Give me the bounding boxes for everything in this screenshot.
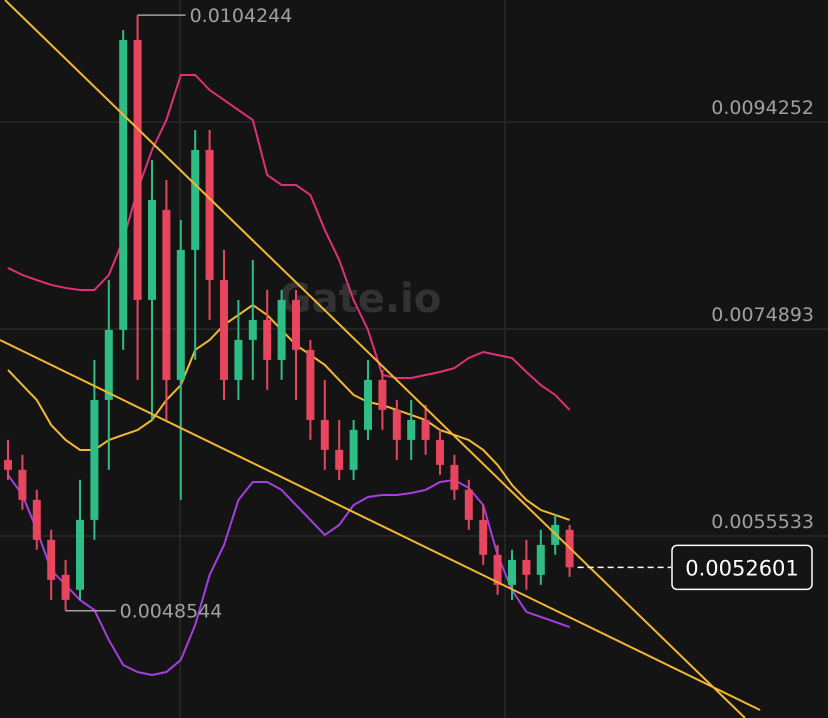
candle-body — [392, 409, 401, 440]
candle-body — [522, 559, 531, 575]
candle-body — [464, 489, 473, 520]
candle-body — [292, 299, 300, 350]
candle-body — [47, 539, 56, 580]
candle-body — [421, 419, 430, 440]
candle-body — [508, 559, 516, 585]
candle-body — [378, 379, 387, 410]
candle-body — [104, 329, 113, 400]
trendline — [4, 0, 746, 718]
candle-body — [335, 449, 344, 470]
candle-body — [234, 339, 243, 380]
labels: 0.0104244 0.0048544 0.0052601 — [65, 5, 813, 623]
band-line — [7, 73, 571, 411]
candle-body — [162, 209, 171, 380]
candle-body — [32, 499, 41, 540]
price-label: 0.0052601 — [685, 556, 799, 580]
candle-body — [450, 464, 459, 490]
candle-body — [61, 574, 70, 600]
candle-body — [18, 469, 27, 500]
y-tick-label: 0.0074893 — [711, 304, 814, 326]
candles — [4, 15, 574, 611]
y-tick-label: 0.0094252 — [711, 97, 814, 119]
candle-body — [536, 544, 545, 575]
candle-body — [4, 459, 12, 470]
candle-body — [119, 39, 128, 330]
candle-body — [349, 429, 358, 470]
price-box — [671, 544, 813, 591]
candle-body — [263, 319, 272, 360]
candle-body — [407, 419, 416, 440]
candle-body — [320, 419, 329, 450]
y-tick-label: 0.0055533 — [711, 511, 814, 533]
candle-body — [306, 349, 315, 420]
candle-body — [248, 319, 257, 340]
candle-body — [205, 149, 214, 280]
candle-body — [76, 519, 84, 590]
candle-body — [133, 39, 142, 300]
band-line — [7, 474, 570, 677]
candle-body — [90, 399, 99, 520]
candle-body — [493, 554, 502, 585]
bands — [7, 73, 571, 677]
candle-body — [148, 199, 156, 300]
candle-body — [277, 299, 286, 360]
candle-body — [364, 379, 372, 430]
candle-body — [220, 279, 228, 380]
band-line — [7, 303, 570, 521]
trendline — [0, 339, 761, 711]
high-label: 0.0104244 — [190, 5, 293, 27]
low-label: 0.0048544 — [120, 601, 223, 623]
candle-body — [176, 249, 185, 380]
candle-body — [436, 439, 444, 465]
candle-body — [479, 519, 488, 555]
candle-body — [191, 149, 200, 250]
